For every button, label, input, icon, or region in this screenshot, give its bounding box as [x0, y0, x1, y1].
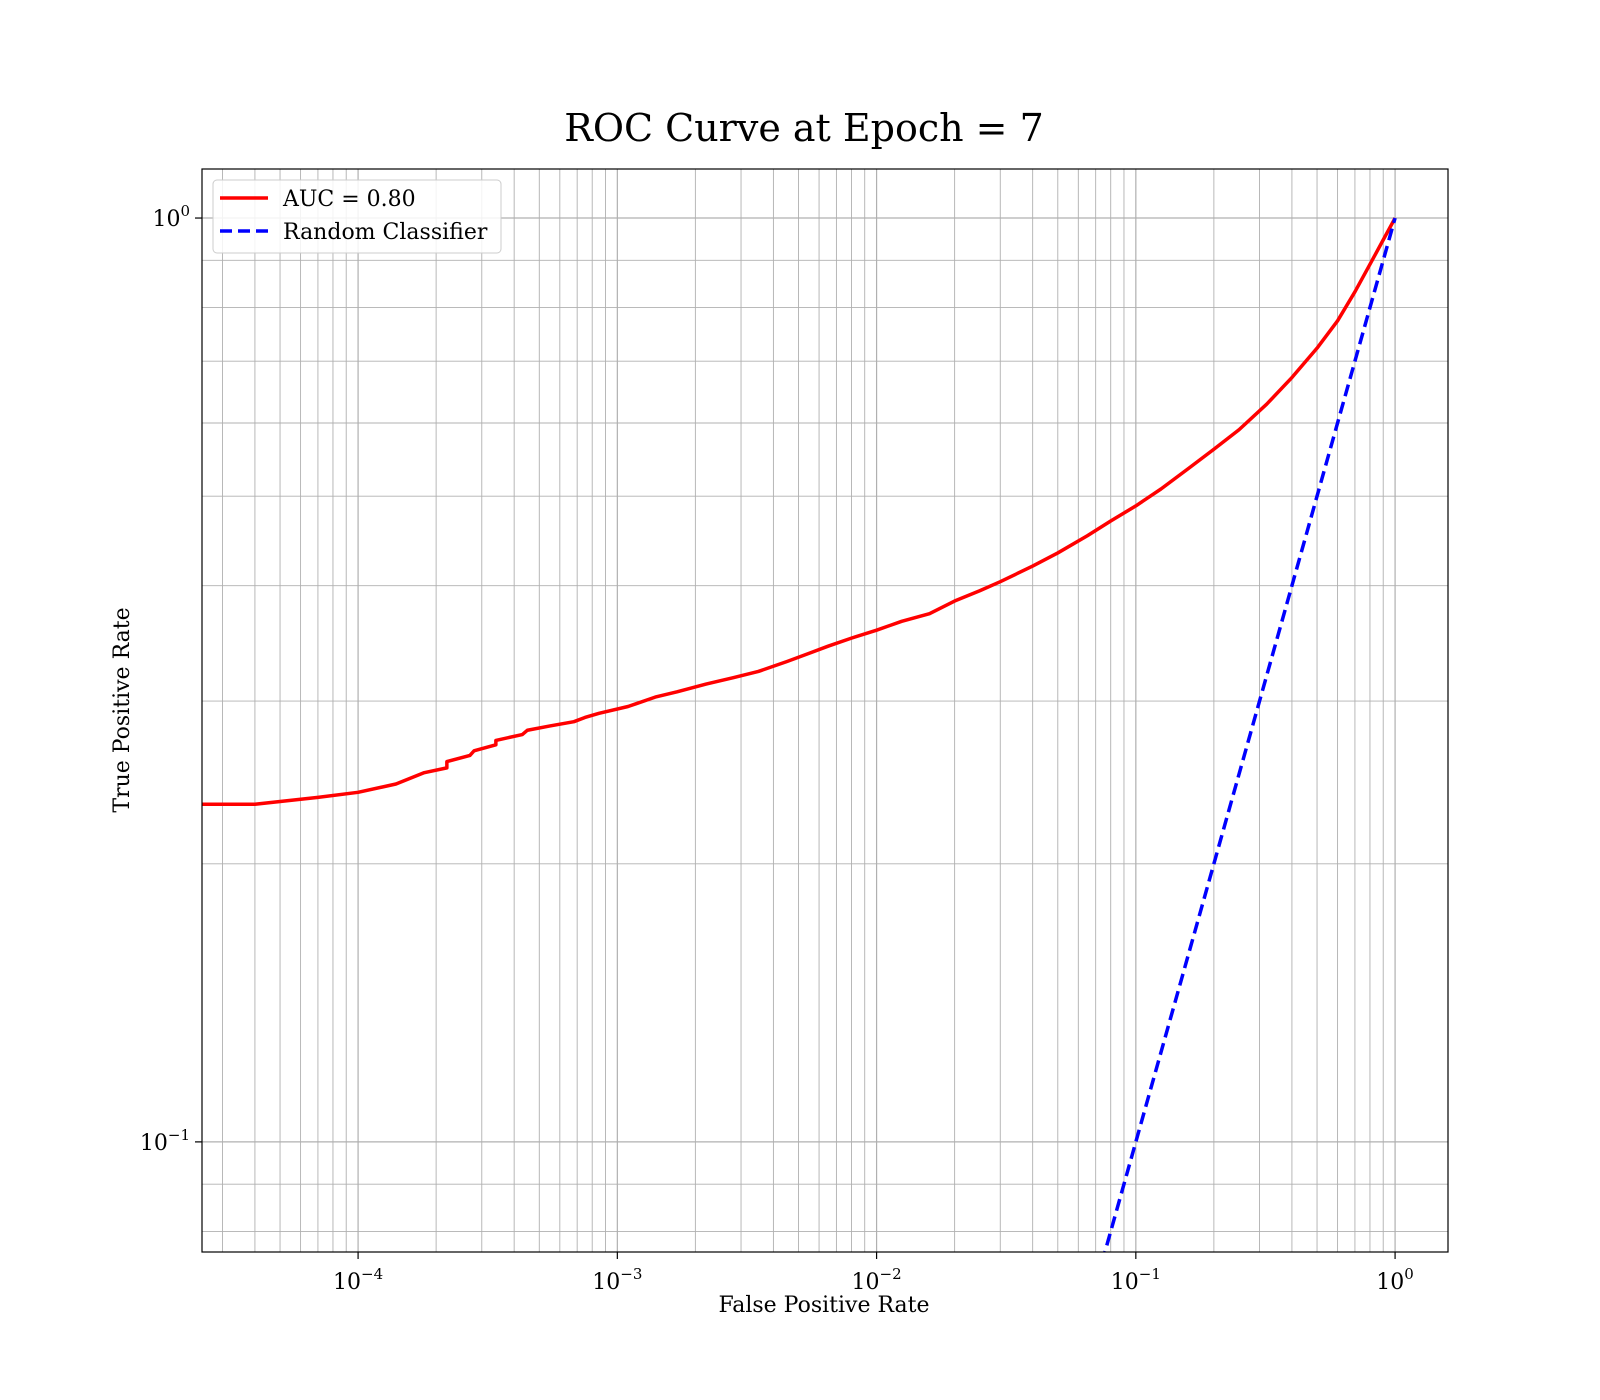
y-tick-label: 10−1 [140, 1126, 190, 1156]
x-tick-label: 10−1 [1111, 1265, 1161, 1295]
x-tick-label: 100 [1376, 1265, 1414, 1295]
x-tick-label: 10−3 [592, 1265, 642, 1295]
series-line-auc [202, 217, 1397, 806]
series-layer [202, 217, 1397, 1252]
y-axis-label: True Positive Rate [110, 607, 135, 812]
x-axis-label: False Positive Rate [718, 1293, 929, 1318]
legend: AUC = 0.80 Random Classifier [212, 179, 502, 254]
legend-box [212, 179, 502, 254]
grid-minor [202, 169, 1448, 1252]
x-tick-label: 10−4 [333, 1265, 383, 1295]
plot-frame [201, 168, 1449, 1253]
legend-label-auc: AUC = 0.80 [282, 187, 416, 212]
y-tick-label: 100 [152, 202, 190, 232]
chart-title: ROC Curve at Epoch = 7 [564, 106, 1044, 150]
x-axis-ticks: 10−4 10−3 10−2 10−1 100 [333, 1252, 1414, 1295]
y-axis-ticks: 10−1 100 [140, 202, 202, 1156]
x-tick-label: 10−2 [852, 1265, 902, 1295]
legend-label-random: Random Classifier [283, 220, 488, 245]
series-line-random [1103, 217, 1397, 1252]
